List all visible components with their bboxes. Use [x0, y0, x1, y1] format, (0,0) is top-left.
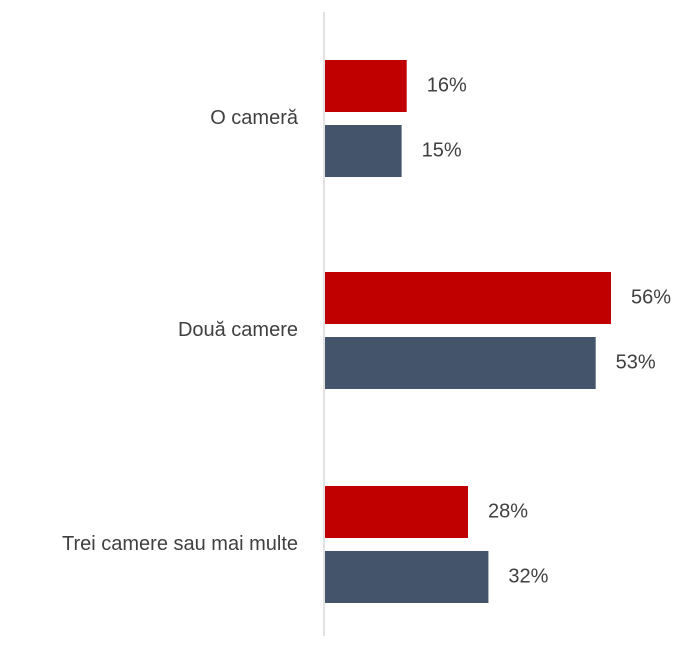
- data-label: 16%: [427, 74, 467, 96]
- category-label: O cameră: [210, 107, 299, 129]
- bar: [325, 551, 489, 603]
- bar: [325, 125, 402, 177]
- data-label: 15%: [422, 139, 462, 161]
- bar: [325, 60, 407, 112]
- data-label: 56%: [631, 286, 671, 308]
- labels-group: O cameră 16% 15% Două camere 56% 53% Trei came…: [62, 74, 671, 587]
- bar: [325, 486, 468, 538]
- data-label: 32%: [508, 565, 548, 587]
- bar: [325, 337, 596, 389]
- bar: [325, 272, 611, 324]
- data-label: 53%: [616, 351, 656, 373]
- data-label: 28%: [488, 500, 528, 522]
- category-label: Două camere: [178, 319, 298, 341]
- category-label: Trei camere sau mai multe: [62, 533, 298, 555]
- bars-group: [325, 60, 611, 603]
